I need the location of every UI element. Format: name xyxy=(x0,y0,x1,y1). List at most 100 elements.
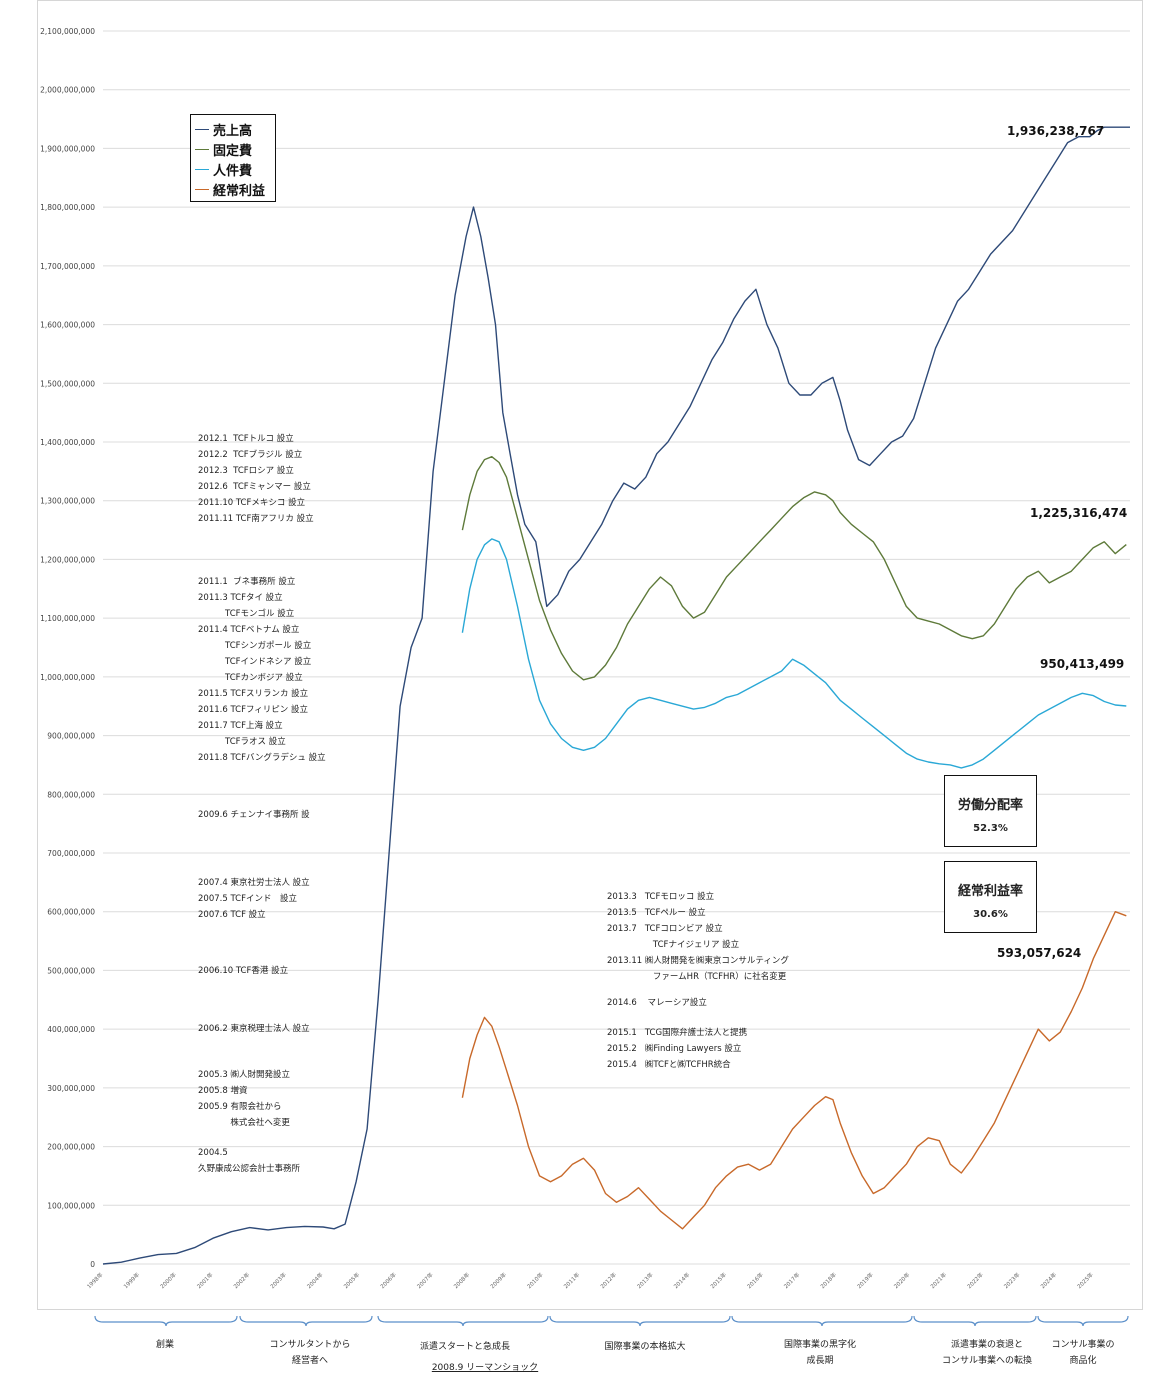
y-tick-label: 2,000,000,000 xyxy=(40,86,95,95)
phase-brace xyxy=(913,1315,1037,1327)
annotation-2013: 2013.3 TCFモロッコ 設立 2013.5 TCFペルー 設立 2013.… xyxy=(607,892,789,982)
phase-brace xyxy=(549,1315,731,1327)
annotation-2007: 2007.4 東京社労士法人 設立 2007.5 TCFインド 設立 2007.… xyxy=(198,878,310,920)
phase-braces xyxy=(94,1315,1129,1327)
chart-legend: 売上高 固定費 人件費 経常利益 xyxy=(190,114,276,202)
y-axis-ticks: 0 100,000,000 200,000,000 300,000,000 400,00… xyxy=(40,27,95,1269)
legend-swatch xyxy=(195,148,209,150)
y-tick-label: 1,000,000,000 xyxy=(40,673,95,682)
y-tick-label: 1,400,000,000 xyxy=(40,438,95,447)
end-label-fixed-cost: 1,225,316,474 xyxy=(1030,506,1128,520)
phase-label: 国際事業の黒字化 成長期 xyxy=(783,1340,856,1366)
x-tick-label: 2013年 xyxy=(635,1270,655,1290)
annotation-2015: 2015.1 TCG国際弁護士法人と提携 2015.2 ㈱Finding Law… xyxy=(607,1028,748,1070)
x-axis-ticks: 1998年 1999年 2000年 2001年 2002年 2003年 2004年 2005年… xyxy=(85,1270,1095,1290)
y-tick-label: 1,800,000,000 xyxy=(40,203,95,212)
labor-share-value: 52.3% xyxy=(973,823,1008,834)
annotation-2009: 2009.6 チェンナイ事務所 設 xyxy=(198,810,310,820)
x-tick-label: 2005年 xyxy=(342,1270,362,1290)
y-tick-label: 1,600,000,000 xyxy=(40,321,95,330)
series-lines xyxy=(102,126,1130,1265)
phase-label: コンサルタントから 経営者へ xyxy=(269,1340,351,1366)
x-tick-label: 2022年 xyxy=(965,1270,985,1290)
legend-item-labor-cost: 人件費 xyxy=(195,159,271,179)
phase-label: 派遣スタートと急成長 xyxy=(419,1342,510,1352)
y-tick-label: 400,000,000 xyxy=(47,1025,95,1034)
y-tick-label: 0 xyxy=(90,1260,95,1269)
x-tick-label: 2014年 xyxy=(672,1270,692,1290)
phase-label: コンサル事業の 商品化 xyxy=(1051,1340,1115,1366)
x-tick-label: 2023年 xyxy=(1002,1270,1022,1290)
y-tick-label: 1,200,000,000 xyxy=(40,555,95,564)
y-tick-label: 1,100,000,000 xyxy=(40,614,95,623)
phase-brace xyxy=(94,1315,238,1327)
end-label-ordinary-profit: 593,057,624 xyxy=(997,946,1082,960)
x-tick-label: 2007年 xyxy=(415,1270,435,1290)
series-line-3 xyxy=(461,911,1127,1230)
series-line-2 xyxy=(461,538,1127,769)
y-tick-label: 1,900,000,000 xyxy=(40,144,95,153)
y-tick-label: 100,000,000 xyxy=(47,1201,95,1210)
x-tick-label: 1999年 xyxy=(122,1270,142,1290)
phase-label: 国際事業の本格拡大 xyxy=(604,1342,686,1352)
x-tick-label: 2009年 xyxy=(488,1270,508,1290)
end-label-sales: 1,936,238,767 xyxy=(1007,124,1105,138)
y-tick-label: 900,000,000 xyxy=(47,732,95,741)
legend-label: 売上高 xyxy=(213,123,253,139)
chart-frame xyxy=(37,0,1143,1310)
y-tick-label: 700,000,000 xyxy=(47,849,95,858)
x-tick-label: 2024年 xyxy=(1039,1270,1059,1290)
x-tick-label: 2018年 xyxy=(819,1270,839,1290)
legend-swatch xyxy=(195,168,209,170)
x-tick-label: 2020年 xyxy=(892,1270,912,1290)
annotation-2005: 2005.3 ㈱人財開発設立 2005.8 増資 2005.9 有限会社から 株… xyxy=(198,1070,290,1128)
x-tick-label: 1998年 xyxy=(85,1270,105,1290)
x-tick-label: 2003年 xyxy=(268,1270,288,1290)
x-tick-label: 2002年 xyxy=(232,1270,252,1290)
annotation-2006-2: 2006.2 東京税理士法人 設立 xyxy=(198,1024,310,1034)
series-line-0 xyxy=(102,126,1130,1265)
legend-label: 人件費 xyxy=(213,163,253,179)
x-tick-label: 2006年 xyxy=(378,1270,398,1290)
annotation-2011-2012-group-a: 2012.1 TCFトルコ 設立 2012.2 TCFブラジル 設立 2012.… xyxy=(198,434,314,524)
profit-margin-box: 経常利益率 30.6% xyxy=(944,861,1037,933)
phase-label: 派遣事業の衰退と コンサル事業への転換 xyxy=(941,1340,1032,1366)
x-tick-label: 2004年 xyxy=(305,1270,325,1290)
phase-sublabel: 2008.9 リーマンショック xyxy=(431,1363,539,1373)
x-tick-label: 2000年 xyxy=(158,1270,178,1290)
end-label-labor-cost: 950,413,499 xyxy=(1040,657,1125,671)
x-tick-label: 2017年 xyxy=(782,1270,802,1290)
legend-item-sales: 売上高 xyxy=(195,119,271,139)
x-tick-label: 2011年 xyxy=(562,1270,582,1290)
legend-swatch xyxy=(195,188,209,190)
x-tick-label: 2015年 xyxy=(709,1270,729,1290)
profit-margin-value: 30.6% xyxy=(973,909,1008,920)
phase-label: 創業 xyxy=(155,1340,174,1350)
legend-swatch xyxy=(195,128,209,130)
labor-share-title: 労働分配率 xyxy=(957,798,1023,813)
y-tick-label: 2,100,000,000 xyxy=(40,27,95,36)
legend-label: 固定費 xyxy=(213,143,253,159)
y-tick-label: 1,300,000,000 xyxy=(40,497,95,506)
x-tick-label: 2016年 xyxy=(745,1270,765,1290)
phase-brace xyxy=(239,1315,373,1327)
legend-item-ordinary-profit: 経常利益 xyxy=(195,179,271,199)
y-tick-label: 1,500,000,000 xyxy=(40,379,95,388)
profit-margin-title: 経常利益率 xyxy=(957,884,1023,899)
y-tick-label: 1,700,000,000 xyxy=(40,262,95,271)
y-tick-label: 300,000,000 xyxy=(47,1084,95,1093)
x-tick-label: 2012年 xyxy=(598,1270,618,1290)
phase-brace xyxy=(731,1315,913,1327)
x-tick-label: 2025年 xyxy=(1075,1270,1095,1290)
y-tick-label: 200,000,000 xyxy=(47,1143,95,1152)
series-line-1 xyxy=(461,456,1127,681)
annotation-2006-10: 2006.10 TCF香港 設立 xyxy=(198,966,289,976)
x-tick-label: 2010年 xyxy=(525,1270,545,1290)
y-tick-label: 800,000,000 xyxy=(47,790,95,799)
annotation-2004: 2004.5 久野康成公認会計士事務所 xyxy=(198,1148,301,1174)
y-tick-label: 600,000,000 xyxy=(47,908,95,917)
x-tick-label: 2001年 xyxy=(195,1270,215,1290)
legend-label: 経常利益 xyxy=(213,183,266,199)
phase-brace xyxy=(1037,1315,1129,1327)
